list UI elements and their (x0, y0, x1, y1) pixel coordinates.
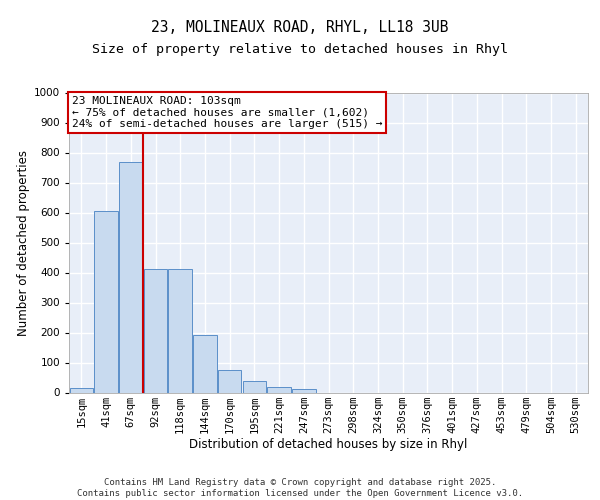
Text: Contains HM Land Registry data © Crown copyright and database right 2025.
Contai: Contains HM Land Registry data © Crown c… (77, 478, 523, 498)
Bar (193, 335, 217, 392)
Bar (218, 370, 241, 392)
Text: 23, MOLINEAUX ROAD, RHYL, LL18 3UB: 23, MOLINEAUX ROAD, RHYL, LL18 3UB (151, 20, 449, 35)
Text: Size of property relative to detached houses in Rhyl: Size of property relative to detached ho… (92, 42, 508, 56)
X-axis label: Distribution of detached houses by size in Rhyl: Distribution of detached houses by size … (190, 438, 467, 452)
Bar (169, 268, 192, 392)
Bar (70, 388, 93, 392)
Text: 23 MOLINEAUX ROAD: 103sqm
← 75% of detached houses are smaller (1,602)
24% of se: 23 MOLINEAUX ROAD: 103sqm ← 75% of detac… (71, 96, 382, 128)
Bar (144, 268, 167, 392)
Bar (268, 387, 291, 392)
Bar (292, 388, 316, 392)
Bar (119, 162, 143, 392)
Bar (242, 382, 266, 392)
Bar (94, 211, 118, 392)
Y-axis label: Number of detached properties: Number of detached properties (17, 150, 29, 336)
